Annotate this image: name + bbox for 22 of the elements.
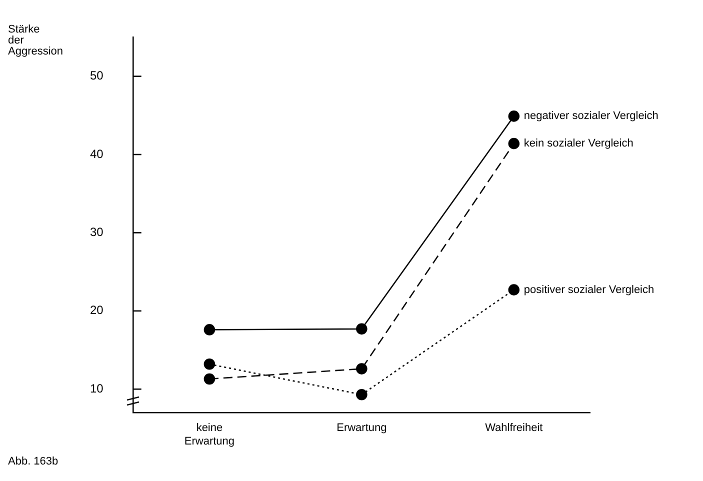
series-label: positiver sozialer Vergleich (524, 284, 654, 296)
y-tick-label: 40 (90, 146, 104, 161)
x-tick-label: keine Erwartung (184, 422, 235, 448)
point (204, 373, 216, 385)
point (204, 324, 216, 336)
point (204, 358, 216, 370)
point (508, 284, 520, 296)
y-axis-title: Stärke der Aggression (8, 24, 64, 58)
point (508, 138, 520, 150)
y-tick-label: 30 (90, 225, 104, 240)
point (356, 323, 368, 335)
caption: Abb. 163b (8, 456, 58, 468)
point (356, 388, 368, 400)
point (356, 363, 368, 374)
point (508, 110, 520, 122)
y-tick-label: 10 (90, 381, 104, 396)
series-label: kein sozialer Vergleich (524, 138, 634, 150)
y-tick-label: 20 (90, 303, 104, 318)
x-tick-label: Wahlfreiheit (485, 422, 543, 434)
series-label: negativer sozialer Vergleich (524, 110, 658, 122)
x-tick-label: Erwartung (336, 422, 387, 434)
y-tick-label: 50 (90, 68, 104, 83)
